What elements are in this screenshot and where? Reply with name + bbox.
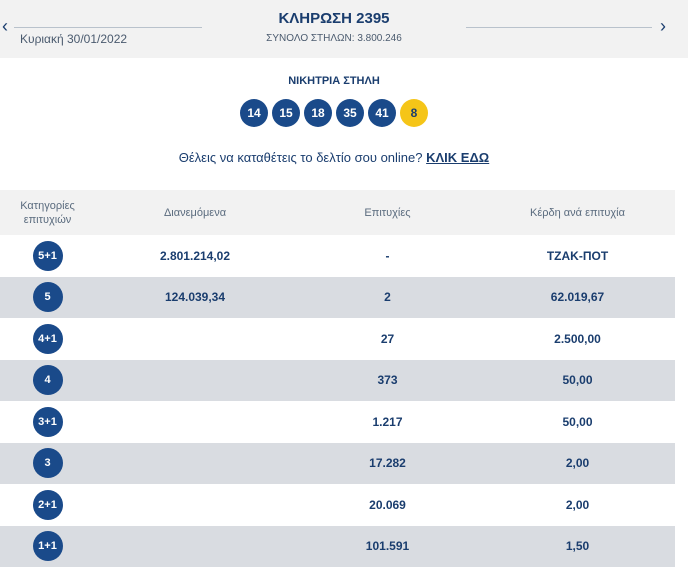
winners-value: 2 [384, 290, 391, 305]
winners-value: 101.591 [365, 539, 410, 554]
winning-label: ΝΙΚΗΤΡΙΑ ΣΤΗΛΗ [288, 75, 380, 87]
prize-value: 62.019,67 [550, 290, 605, 305]
divider [466, 27, 652, 28]
table-row: 1+1 101.591 1,50 [0, 525, 675, 567]
header-distributed: Διανεμόμενα [163, 206, 227, 219]
prize-value: 2.500,00 [554, 331, 601, 346]
prize-value: 2,00 [565, 497, 590, 512]
winners-value: - [385, 248, 390, 263]
table-row: 3 17.282 2,00 [0, 442, 675, 484]
prize-value: 50,00 [562, 414, 593, 429]
click-here-link[interactable]: ΚΛΙΚ ΕΔΩ [426, 150, 490, 165]
winners-value: 373 [377, 373, 398, 388]
header-category: Κατηγορίες επιτυχιών [20, 199, 75, 226]
prize-value: 50,00 [562, 373, 593, 388]
distributed-value: 124.039,34 [164, 290, 226, 305]
prize-value: ΤΖΑΚ-ΠΟΤ [546, 248, 609, 263]
category-badge: 3 [32, 448, 63, 479]
table-row: 4+1 27 2.500,00 [0, 318, 675, 360]
category-badge: 4 [32, 365, 63, 396]
header-prize: Κέρδη ανά επιτυχία [530, 206, 625, 219]
joker-ball: 8 [400, 99, 428, 127]
chevron-right-icon[interactable]: › [660, 16, 666, 36]
header-winners: Επιτυχίες [364, 206, 411, 219]
winning-section: ΝΙΚΗΤΡΙΑ ΣΤΗΛΗ 14 15 18 35 41 8 Θέλεις ν… [0, 58, 688, 190]
winning-ball: 14 [240, 99, 268, 127]
prize-table: Κατηγορίες επιτυχιών Διανεμόμενα Επιτυχί… [0, 190, 675, 567]
chevron-left-icon[interactable]: ‹ [2, 16, 8, 36]
winning-ball: 41 [368, 99, 396, 127]
category-badge: 1+1 [32, 531, 63, 562]
category-badge: 2+1 [32, 489, 63, 520]
category-badge: 5+1 [32, 240, 63, 271]
winners-value: 1.217 [372, 414, 403, 429]
category-badge: 3+1 [32, 406, 63, 437]
divider [14, 27, 202, 28]
table-row: 5+1 2.801.214,02 - ΤΖΑΚ-ΠΟΤ [0, 235, 675, 277]
table-row: 2+1 20.069 2,00 [0, 484, 675, 526]
table-row: 3+1 1.217 50,00 [0, 401, 675, 443]
prize-value: 2,00 [565, 456, 590, 471]
prize-value: 1,50 [565, 539, 590, 554]
winners-value: 17.282 [369, 456, 406, 471]
draw-header: ‹ Κυριακή 30/01/2022 ΚΛΗΡΩΣΗ 2395 ΣΥΝΟΛΟ… [0, 0, 688, 58]
draw-title: ΚΛΗΡΩΣΗ 2395 [278, 10, 390, 27]
cta-text: Θέλεις να καταθέτεις το δελτίο σου onlin… [178, 150, 423, 165]
table-header: Κατηγορίες επιτυχιών Διανεμόμενα Επιτυχί… [0, 190, 675, 235]
distributed-value: 2.801.214,02 [159, 248, 231, 263]
winning-ball: 18 [304, 99, 332, 127]
category-badge: 5 [32, 282, 63, 313]
total-columns: ΣΥΝΟΛΟ ΣΤΗΛΩΝ: 3.800.246 [266, 33, 402, 44]
category-badge: 4+1 [32, 323, 63, 354]
table-row: 5 124.039,34 2 62.019,67 [0, 276, 675, 318]
winning-ball: 15 [272, 99, 300, 127]
winning-ball: 35 [336, 99, 364, 127]
winners-value: 20.069 [369, 497, 406, 512]
winners-value: 27 [380, 331, 395, 346]
online-cta: Θέλεις να καταθέτεις το δελτίο σου onlin… [0, 150, 668, 165]
winning-numbers: 14 15 18 35 41 8 [240, 99, 428, 127]
table-row: 4 373 50,00 [0, 359, 675, 401]
draw-date: Κυριακή 30/01/2022 [20, 32, 128, 46]
